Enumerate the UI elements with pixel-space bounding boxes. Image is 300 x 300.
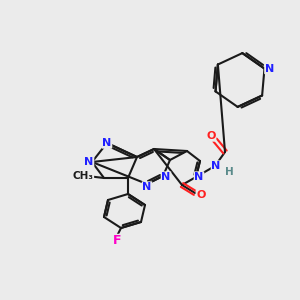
Text: H: H xyxy=(225,167,233,177)
Text: N: N xyxy=(212,161,220,171)
Text: CH₃: CH₃ xyxy=(73,171,94,181)
Text: O: O xyxy=(196,190,206,200)
Text: N: N xyxy=(142,182,152,192)
Text: N: N xyxy=(102,138,112,148)
Text: N: N xyxy=(161,172,171,182)
Text: N: N xyxy=(265,64,274,74)
Text: O: O xyxy=(206,131,216,141)
Text: N: N xyxy=(84,157,94,167)
Text: N: N xyxy=(194,172,204,182)
Text: F: F xyxy=(113,235,121,248)
